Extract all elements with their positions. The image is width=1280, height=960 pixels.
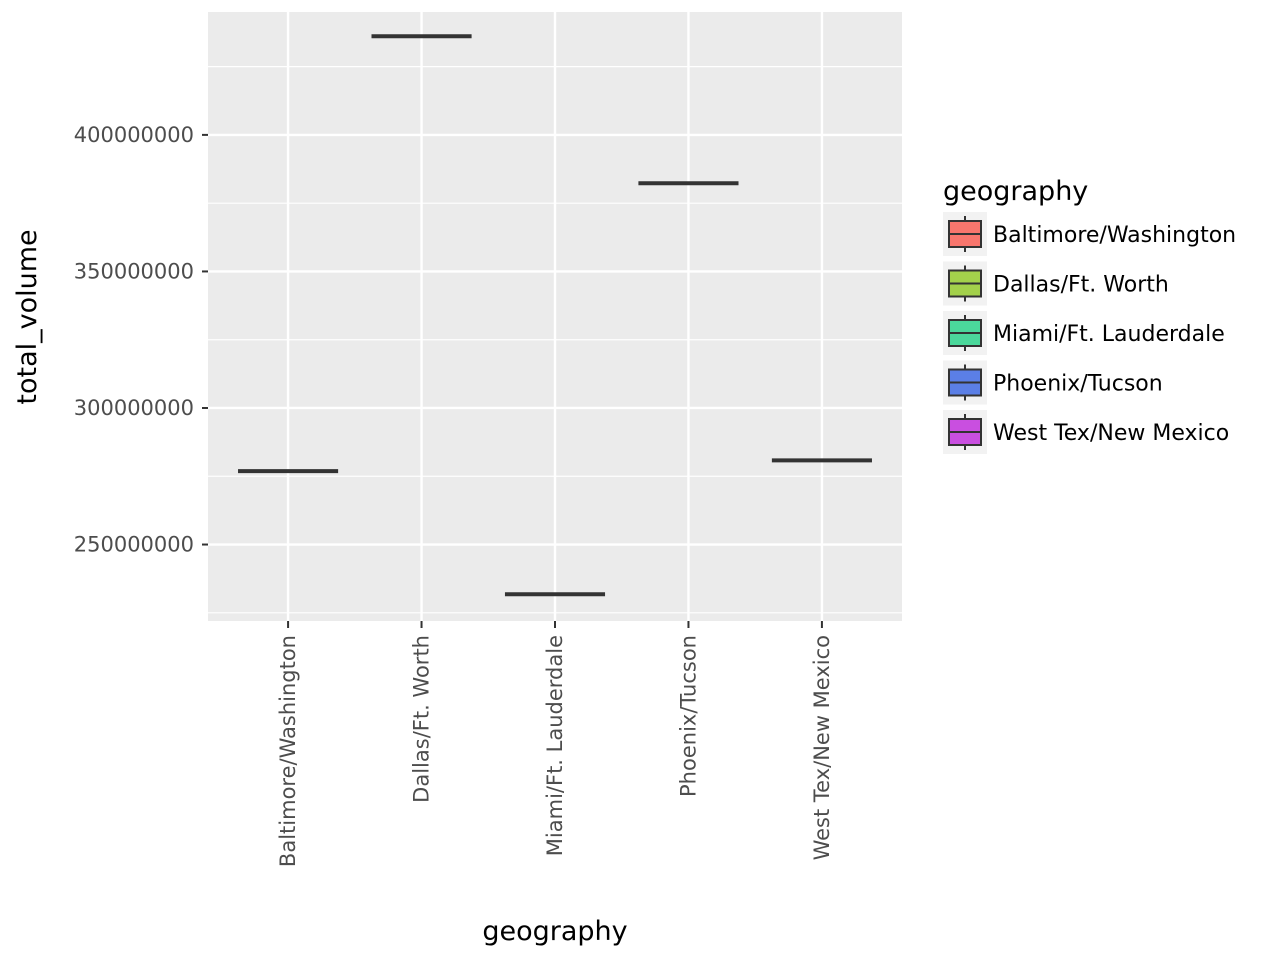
y-tick-label: 300000000 — [74, 396, 194, 420]
y-tick-label: 250000000 — [74, 533, 194, 557]
y-tick-label: 400000000 — [74, 123, 194, 147]
major-gridlines — [208, 12, 902, 621]
x-tick-label: Phoenix/Tucson — [676, 635, 700, 797]
legend-label: Miami/Ft. Lauderdale — [993, 322, 1225, 347]
y-axis: 250000000 300000000 350000000 400000000 — [74, 123, 208, 557]
x-tick-label: Baltimore/Washington — [276, 635, 300, 867]
legend-label: Dallas/Ft. Worth — [993, 273, 1169, 298]
y-tick-label: 350000000 — [74, 259, 194, 283]
legend-label: Phoenix/Tucson — [993, 372, 1163, 397]
x-tick-label: Dallas/Ft. Worth — [410, 635, 434, 803]
legend-label: Baltimore/Washington — [993, 223, 1236, 248]
x-axis: Baltimore/Washington Dallas/Ft. Worth Miam… — [276, 621, 834, 867]
legend: geography Baltimore/Washington Dallas/Ft.… — [943, 176, 1236, 454]
x-tick-label: West Tex/New Mexico — [810, 635, 834, 860]
x-axis-title: geography — [482, 916, 627, 947]
legend-title: geography — [943, 176, 1088, 207]
x-tick-label: Miami/Ft. Lauderdale — [543, 635, 567, 856]
y-axis-title: total_volume — [12, 229, 43, 404]
legend-label: West Tex/New Mexico — [993, 421, 1229, 446]
boxes — [238, 34, 872, 597]
